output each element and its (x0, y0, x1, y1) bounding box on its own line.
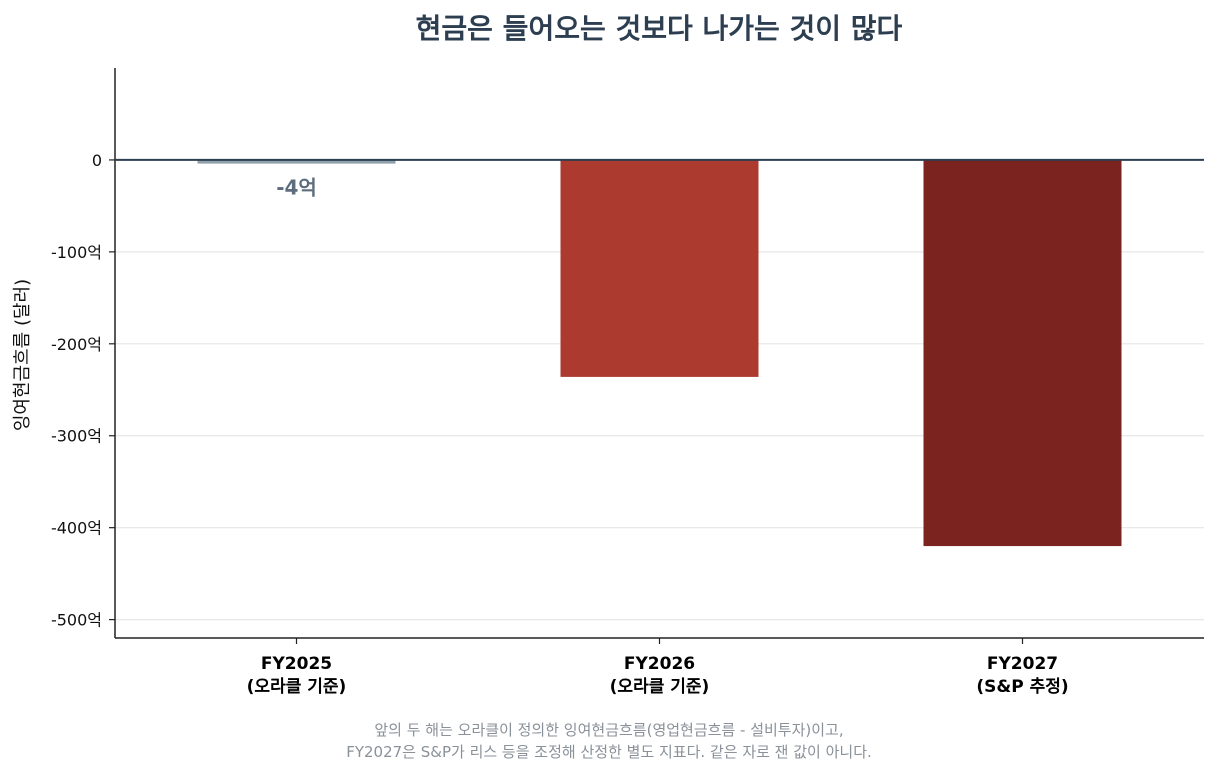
x-tick-label: FY2027 (987, 654, 1058, 674)
x-tick-label: (오라클 기준) (610, 677, 710, 697)
footnote-line-2: FY2027은 S&P가 리스 등을 조정해 산정한 별도 지표다. 같은 자로… (346, 743, 872, 761)
y-ticks: 0 -100억 -200억 -300억 -400억 -500억 (51, 151, 115, 630)
data-label: -4억 (276, 176, 317, 200)
bar (923, 159, 1122, 547)
data-labels: -4억 (276, 176, 317, 200)
y-tick-label: -300억 (51, 427, 102, 446)
y-axis-label: 잉여현금흐름 (달러) (12, 279, 33, 431)
chart-title: 현금은 들어오는 것보다 나가는 것이 많다 (416, 12, 903, 45)
x-ticks: FY2025 (오라클 기준) FY2026 (오라클 기준) FY2027 (S&P 추… (247, 638, 1069, 697)
bar (197, 159, 396, 164)
x-tick-label: (S&P 추정) (976, 677, 1068, 697)
x-tick-label: FY2026 (624, 654, 695, 674)
y-tick-label: -400억 (51, 519, 102, 538)
bar (560, 159, 759, 377)
x-tick-label: (오라클 기준) (247, 677, 347, 697)
x-tick-label: FY2025 (261, 654, 332, 674)
y-tick-label: -200억 (51, 335, 102, 354)
bars (197, 159, 1122, 547)
y-tick-label: 0 (92, 151, 102, 170)
y-tick-label: -100억 (51, 243, 102, 262)
y-tick-label: -500억 (51, 611, 102, 630)
footnote-line-1: 앞의 두 해는 오라클이 정의한 잉여현금흐름(영업현금흐름 - 설비투자)이고… (374, 721, 843, 739)
